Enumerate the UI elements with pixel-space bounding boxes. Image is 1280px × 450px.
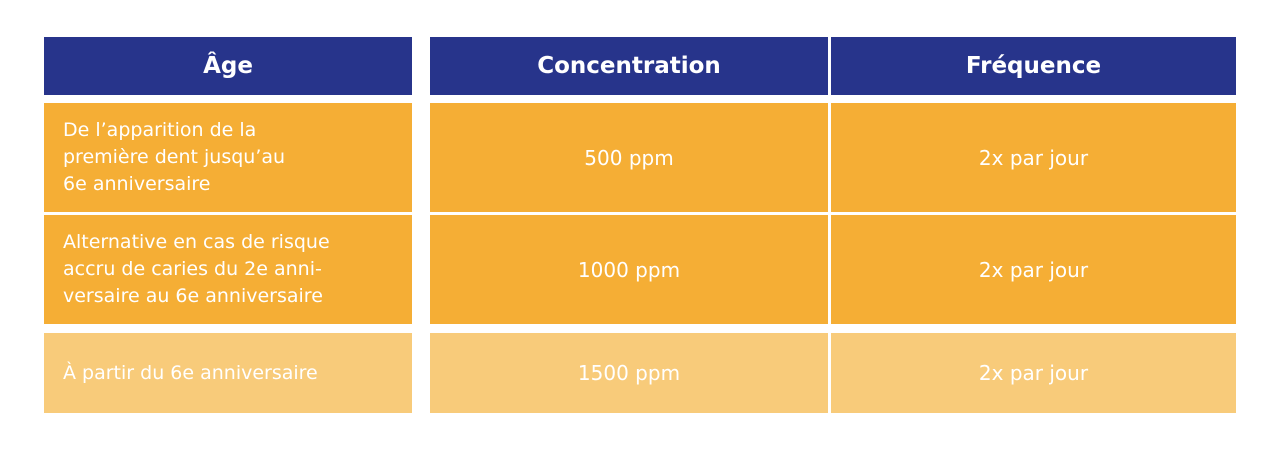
table-cell: 2x par jour <box>831 103 1236 212</box>
header-cell: Concentration <box>430 37 828 95</box>
table-cell: De l’apparition de la première dent jusqu… <box>44 103 412 212</box>
table-cell: 1000 ppm <box>430 215 828 324</box>
cell-text: 2x par jour <box>978 145 1089 170</box>
table-cell: 2x par jour <box>831 333 1236 413</box>
cell-text: première dent jusqu’au <box>63 146 286 168</box>
cell-text: 6e anniversaire <box>63 173 211 195</box>
table-cell: 500 ppm <box>430 103 828 212</box>
cell-text: versaire au 6e anniversaire <box>63 285 323 307</box>
cell-text: De l’apparition de la <box>63 119 257 141</box>
cell-text: À partir du 6e anniversaire <box>63 361 318 384</box>
cell-text: 2x par jour <box>978 361 1089 385</box>
cell-text: 2x par jour <box>978 257 1089 282</box>
cell-text: 1000 ppm <box>577 257 681 282</box>
cell-text: 1500 ppm <box>577 361 681 385</box>
header-cell: Fréquence <box>831 37 1236 95</box>
cell-text: Alternative en cas de risque <box>63 231 330 253</box>
cell-text: accru de caries du 2e anni- <box>63 258 322 280</box>
table-cell: 1500 ppm <box>430 333 828 413</box>
cell-text: Fréquence <box>965 53 1102 79</box>
table-cell: 2x par jour <box>831 215 1236 324</box>
cell-text: Concentration <box>537 53 721 79</box>
header-cell: Âge <box>44 37 412 95</box>
cell-text: Âge <box>203 53 253 79</box>
cell-text: 500 ppm <box>584 145 674 170</box>
table-cell: À partir du 6e anniversaire <box>44 333 412 413</box>
table-cell: Alternative en cas de risque accru de car… <box>44 215 412 324</box>
